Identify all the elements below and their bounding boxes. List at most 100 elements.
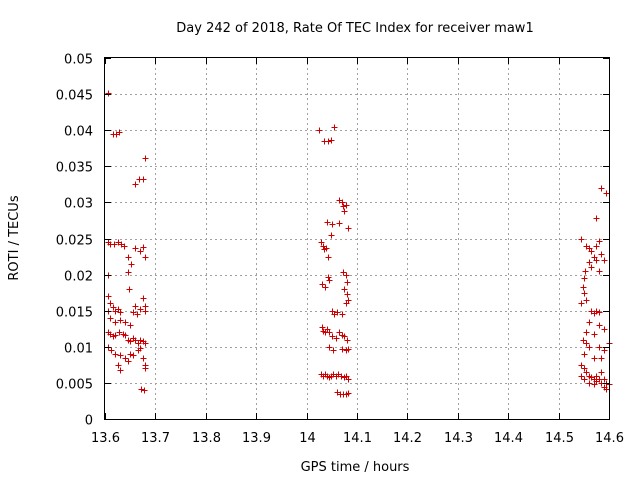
data-point <box>141 387 148 394</box>
data-point <box>586 380 593 387</box>
data-point <box>329 221 336 228</box>
data-point <box>142 155 149 162</box>
data-point <box>132 181 139 188</box>
data-point <box>331 124 338 131</box>
data-point <box>339 199 346 206</box>
data-point <box>598 355 605 362</box>
data-point <box>601 326 608 333</box>
data-point <box>345 376 352 383</box>
data-point <box>140 176 147 183</box>
data-point <box>340 269 347 276</box>
data-point <box>596 322 603 329</box>
data-point <box>137 337 144 344</box>
data-point <box>333 335 340 342</box>
data-point <box>142 340 149 347</box>
data-point <box>596 309 603 316</box>
x-tick-label: 14 <box>299 431 316 446</box>
x-tick-labels: 13.6 13.7 13.8 13.9 14 14.1 14.2 14.3 14.4 14.5 14… <box>91 431 624 446</box>
y-tick-label: 0 <box>85 414 93 429</box>
data-point <box>341 208 348 215</box>
data-point <box>319 281 326 288</box>
data-point <box>326 344 333 351</box>
data-point <box>343 300 350 307</box>
data-point <box>142 365 149 372</box>
data-point <box>581 365 588 372</box>
data-point <box>330 347 337 354</box>
data-point <box>130 352 137 359</box>
x-tick-label: 13.9 <box>242 431 271 446</box>
data-point <box>601 257 608 264</box>
data-point <box>581 290 588 297</box>
data-point <box>598 369 605 376</box>
data-point <box>322 284 329 291</box>
data-point <box>122 355 129 362</box>
data-point <box>328 137 335 144</box>
data-point <box>319 324 326 331</box>
data-point <box>128 261 135 268</box>
data-point <box>105 90 112 97</box>
x-tick-label: 14.3 <box>444 431 473 446</box>
ticks-layer <box>105 58 610 420</box>
data-point <box>341 333 348 340</box>
data-point <box>105 293 112 300</box>
data-point <box>593 308 600 315</box>
data-point <box>591 355 598 362</box>
data-point <box>596 238 603 245</box>
data-point <box>581 275 588 282</box>
data-point <box>582 268 589 275</box>
data-point <box>318 239 325 246</box>
data-point <box>343 272 350 279</box>
data-point <box>586 259 593 266</box>
data-point <box>137 306 144 313</box>
data-point <box>326 329 333 336</box>
x-tick-label: 14.2 <box>393 431 422 446</box>
data-point <box>344 291 351 298</box>
data-point <box>122 319 129 326</box>
x-tick-label: 13.8 <box>192 431 221 446</box>
data-point <box>598 251 605 258</box>
data-point <box>117 317 124 324</box>
y-tick-label: 0.025 <box>56 234 93 249</box>
data-point <box>127 351 134 358</box>
data-point <box>336 329 343 336</box>
data-point <box>126 286 133 293</box>
y-tick-label: 0.04 <box>64 125 93 140</box>
data-point <box>115 362 122 369</box>
data-point <box>593 257 600 264</box>
data-point <box>593 243 600 250</box>
y-tick-labels: 0 0.005 0.01 0.015 0.02 0.025 0.03 0.035 0.04 0.0… <box>56 53 93 429</box>
y-axis-label: ROTI / TECUs <box>7 195 22 280</box>
data-point <box>316 127 323 134</box>
data-point <box>134 311 141 318</box>
y-tick-label: 0.01 <box>64 342 93 357</box>
data-point <box>140 295 147 302</box>
data-point <box>334 309 341 316</box>
data-point <box>344 279 351 286</box>
data-point <box>603 190 610 197</box>
data-point <box>122 332 129 339</box>
x-axis-label: GPS time / hours <box>301 460 410 475</box>
data-point <box>127 338 134 345</box>
data-point <box>325 274 332 281</box>
data-point <box>598 185 605 192</box>
data-point <box>593 373 600 380</box>
data-point <box>328 232 335 239</box>
data-point <box>601 376 608 383</box>
data-point <box>580 284 587 291</box>
data-point <box>130 309 137 316</box>
data-point <box>326 277 333 284</box>
data-point <box>583 297 590 304</box>
x-tick-label: 14.1 <box>343 431 372 446</box>
data-point <box>344 337 351 344</box>
plot-frame <box>104 57 610 420</box>
points-layer <box>105 90 613 398</box>
data-point <box>107 300 114 307</box>
data-point <box>111 241 118 248</box>
data-point <box>581 376 588 383</box>
grid-layer <box>105 58 609 419</box>
x-tick-label: 14.4 <box>494 431 523 446</box>
data-point <box>578 362 585 369</box>
y-tick-label: 0.05 <box>64 53 93 68</box>
data-point <box>580 337 587 344</box>
